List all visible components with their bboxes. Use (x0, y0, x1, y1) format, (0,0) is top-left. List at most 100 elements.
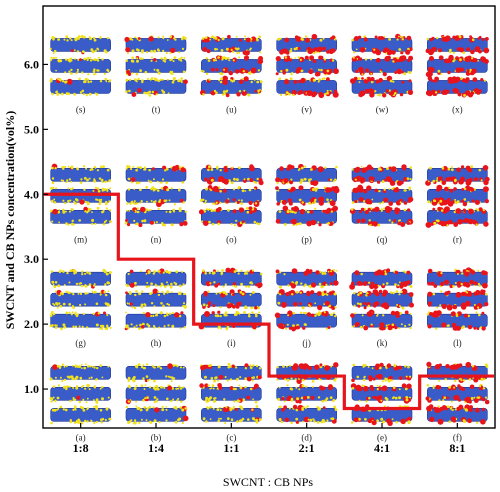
swcnt-particle (101, 181, 104, 184)
swcnt-particle (376, 94, 379, 97)
cb-particle (235, 305, 240, 309)
swcnt-particle (67, 187, 70, 190)
swcnt-particle (156, 180, 159, 183)
swcnt-particle (128, 89, 131, 93)
swcnt-particle (333, 405, 337, 409)
swcnt-particle (109, 326, 112, 329)
cb-particle (125, 291, 128, 295)
swcnt-particle (288, 364, 291, 367)
swcnt-particle (108, 80, 110, 83)
swcnt-particle (295, 290, 299, 294)
swcnt-particle (180, 77, 183, 80)
swcnt-particle (104, 200, 108, 204)
swcnt-particle (398, 388, 401, 391)
panel-label: (r) (453, 234, 462, 244)
swcnt-particle (456, 273, 459, 275)
swcnt-particle (70, 188, 73, 191)
swcnt-particle (182, 70, 186, 74)
swcnt-particle (179, 387, 183, 390)
swcnt-particle (86, 271, 89, 274)
swcnt-particle (49, 79, 53, 83)
swcnt-particle (205, 187, 208, 191)
swcnt-particle (308, 285, 311, 288)
swcnt-particle (158, 365, 161, 368)
swcnt-particle (51, 220, 54, 223)
swcnt-particle (238, 384, 241, 387)
cb-particle (457, 92, 462, 97)
swcnt-particle (53, 198, 56, 201)
cb-particle (480, 289, 485, 294)
cb-particle (427, 281, 431, 286)
cb-particle (369, 385, 374, 389)
swcnt-particle (286, 210, 290, 214)
swcnt-particle (174, 38, 177, 41)
cb-particle (293, 79, 298, 84)
swcnt-particle (370, 80, 374, 84)
swcnt-particle (152, 314, 155, 317)
cb-particle (368, 292, 372, 295)
swcnt-particle (156, 398, 159, 401)
swcnt-particle (292, 311, 296, 315)
swcnt-particle (146, 200, 148, 203)
swcnt-particle (277, 189, 280, 192)
swcnt-particle (371, 198, 374, 201)
swcnt-particle (65, 385, 68, 389)
cb-particle (438, 363, 442, 367)
cb-particle (278, 289, 283, 294)
swcnt-particle (95, 398, 99, 401)
swcnt-particle (100, 178, 104, 182)
swcnt-particle (131, 56, 134, 59)
swcnt-particle (374, 90, 377, 93)
swcnt-particle (172, 210, 176, 213)
swcnt-particle (58, 78, 62, 81)
swcnt-particle (210, 387, 213, 389)
swcnt-particle (68, 303, 72, 306)
swcnt-particle (99, 291, 102, 294)
swcnt-particle (153, 419, 157, 423)
swcnt-particle (53, 285, 57, 289)
swcnt-particle (304, 35, 308, 38)
swcnt-particle (91, 50, 95, 54)
swcnt-particle (311, 380, 315, 383)
swcnt-particle (66, 39, 69, 42)
swcnt-particle (62, 408, 65, 411)
cb-particle (354, 199, 358, 204)
swcnt-particle (404, 324, 407, 328)
cb-particle (127, 72, 132, 77)
swcnt-particle (68, 385, 71, 388)
swcnt-particle (295, 386, 298, 389)
cb-particle (395, 33, 401, 40)
swcnt-particle (134, 209, 137, 212)
swcnt-particle (162, 271, 165, 274)
cb-particle (454, 76, 461, 83)
swcnt-particle (95, 400, 99, 404)
swcnt-particle (436, 306, 439, 309)
cb-particle (468, 177, 473, 183)
cb-particle (480, 57, 486, 63)
swcnt-particle (179, 366, 183, 369)
swcnt-particle (173, 406, 176, 409)
swcnt-particle (232, 284, 235, 287)
swcnt-particle (86, 420, 89, 423)
cb-particle (464, 56, 471, 63)
swcnt-particle (230, 223, 233, 225)
swcnt-particle (78, 77, 81, 81)
cb-particle (481, 407, 486, 412)
swcnt-particle (251, 417, 255, 421)
cb-particle (280, 301, 287, 308)
cb-particle (154, 407, 160, 413)
cb-particle (275, 218, 281, 224)
swcnt-particle (101, 397, 104, 401)
swcnt-particle (100, 418, 103, 422)
swcnt-particle (465, 290, 468, 293)
swcnt-particle (217, 56, 220, 59)
cb-particle (468, 37, 475, 43)
cb-particle (397, 221, 402, 226)
swcnt-particle (205, 420, 208, 423)
swcnt-particle (147, 325, 150, 328)
cb-particle (399, 282, 403, 286)
cb-particle (446, 304, 453, 311)
cb-particle (306, 290, 311, 295)
swcnt-particle (139, 202, 142, 204)
swcnt-particle (72, 397, 75, 399)
